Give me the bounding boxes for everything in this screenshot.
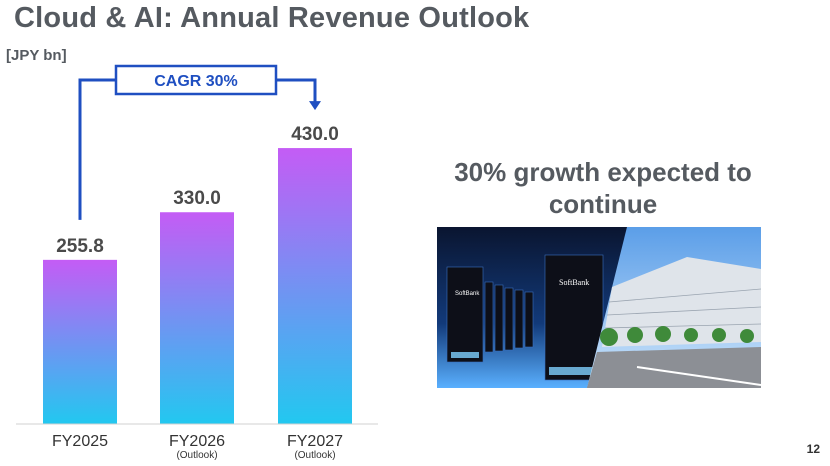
growth-message-line2: continue: [548, 189, 658, 219]
bar-fy2026: [160, 212, 234, 424]
value-label-fy2025: 255.8: [56, 236, 104, 257]
x-subtick-fy2026: (Outlook): [176, 450, 217, 461]
unit-label: [JPY bn]: [6, 47, 67, 64]
revenue-bar-chart: 255.8FY2025330.0FY2026(Outlook)430.0FY20…: [16, 64, 378, 461]
growth-message: 30% growth expected to continue: [420, 156, 786, 220]
bar-fy2027: [278, 148, 352, 424]
x-tick-fy2025: FY2025: [52, 433, 108, 450]
bar-fy2025: [43, 259, 117, 424]
growth-message-line1: 30% growth expected to: [454, 157, 752, 187]
photo-brand-right: SoftBank: [559, 278, 589, 287]
slide-title: Cloud & AI: Annual Revenue Outlook: [14, 2, 530, 34]
cagr-annotation: CAGR 30%: [78, 64, 321, 220]
x-tick-fy2027: FY2027: [287, 433, 343, 450]
datacenter-photo: SoftBank SoftBank: [437, 227, 761, 388]
value-label-fy2027: 430.0: [291, 124, 339, 145]
x-subtick-fy2027: (Outlook): [294, 450, 335, 461]
photo-brand-left: SoftBank: [455, 291, 480, 297]
cagr-label: CAGR 30%: [154, 73, 238, 90]
cagr-box: [114, 64, 278, 96]
page-number: 12: [806, 442, 820, 456]
bars-group: 255.8FY2025330.0FY2026(Outlook)430.0FY20…: [43, 124, 352, 461]
value-label-fy2026: 330.0: [173, 188, 221, 209]
x-tick-fy2026: FY2026: [169, 433, 225, 450]
cagr-arrow-head: [309, 101, 321, 111]
datacenter-illustration: SoftBank SoftBank: [437, 227, 761, 388]
